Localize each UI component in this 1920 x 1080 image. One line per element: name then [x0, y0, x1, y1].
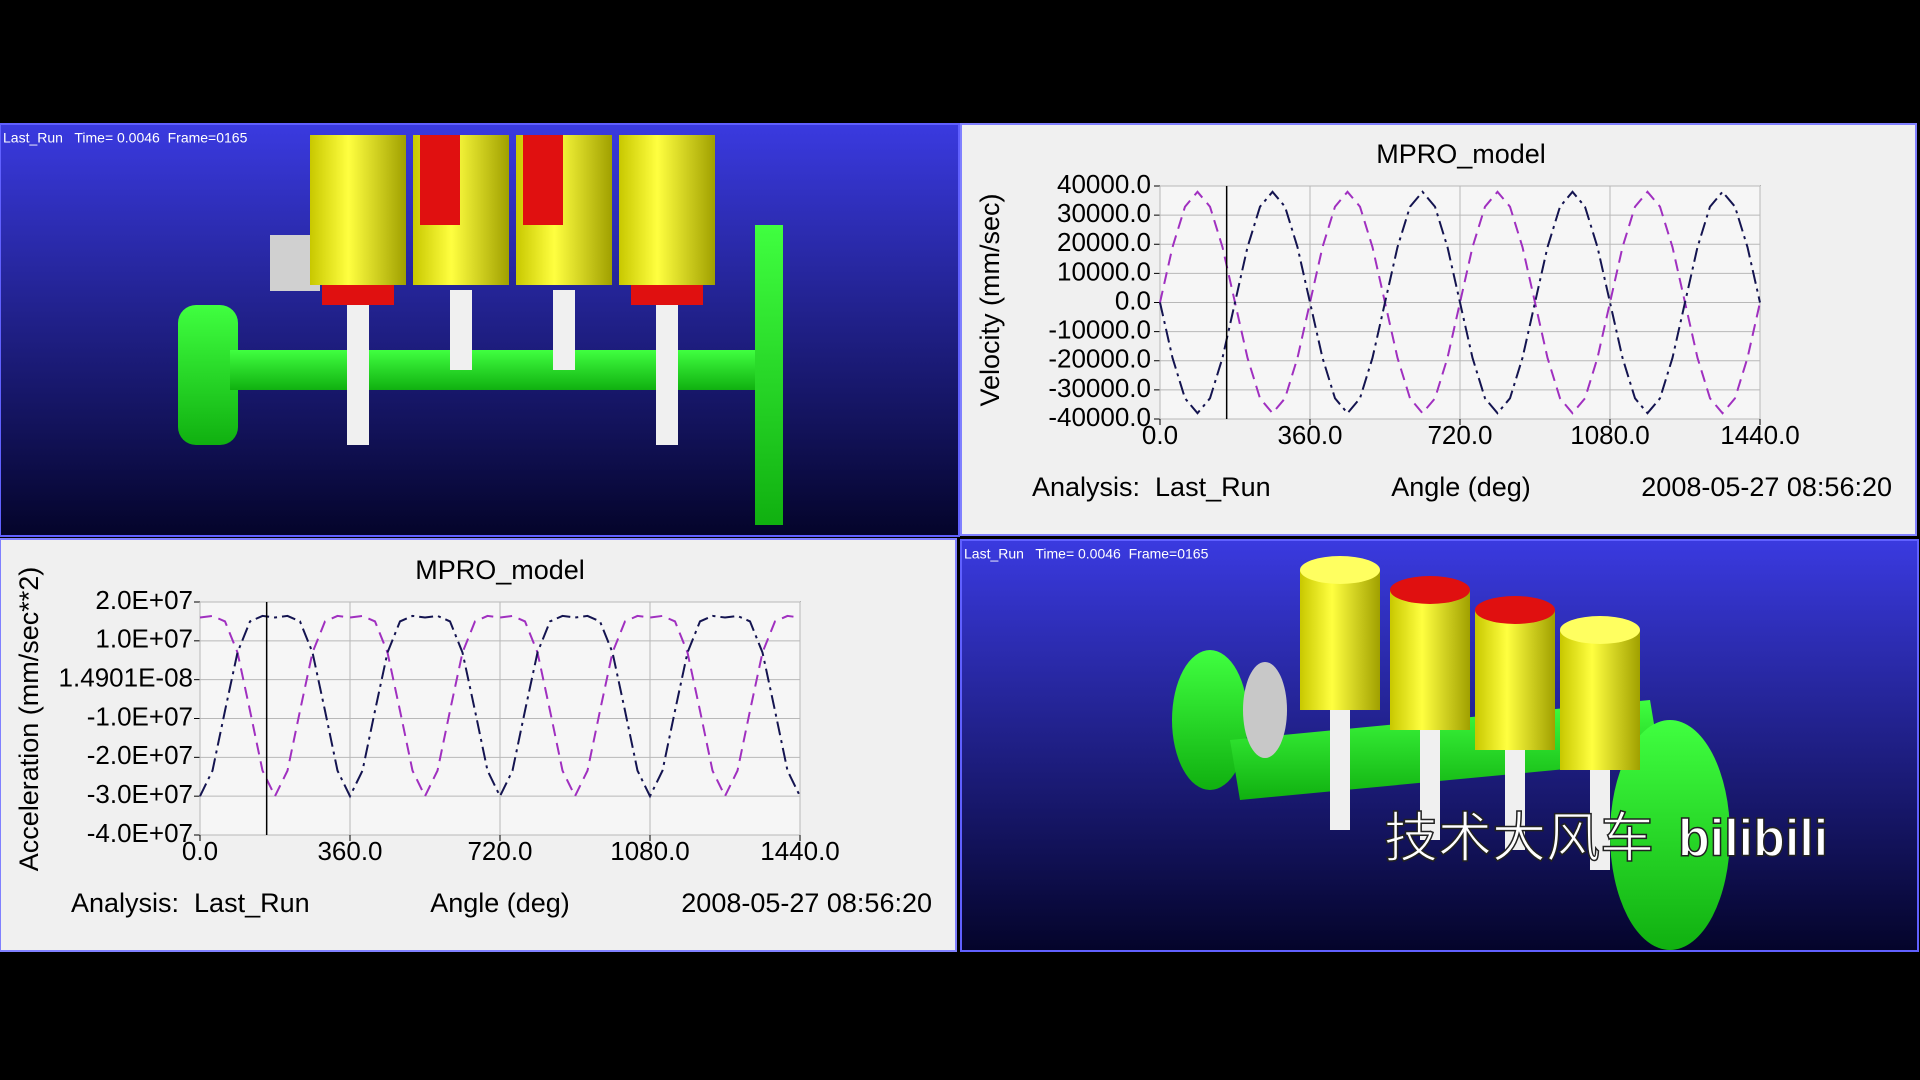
y-tick-label: 30000.0	[1057, 198, 1151, 228]
x-axis-label: Angle (deg)	[430, 888, 570, 918]
x-tick-label: 1440.0	[1720, 420, 1800, 450]
flywheel	[1610, 720, 1730, 950]
y-axis-label: Acceleration (mm/sec**2)	[14, 567, 44, 872]
x-tick-label: 1080.0	[610, 836, 690, 866]
x-tick-label: 720.0	[467, 836, 532, 866]
y-tick-label: 10000.0	[1057, 256, 1151, 286]
x-axis-label: Angle (deg)	[1391, 472, 1531, 502]
x-tick-label: 720.0	[1427, 420, 1492, 450]
y-tick-label: -2.0E+07	[87, 740, 193, 770]
y-tick-label: -10000.0	[1048, 315, 1151, 345]
timestamp: 2008-05-27 08:56:20	[1641, 472, 1892, 502]
x-tick-label: 360.0	[317, 836, 382, 866]
viewport-info: Last_Run Time= 0.0046 Frame=0165	[3, 130, 248, 146]
pulley	[178, 305, 238, 445]
y-tick-label: 40000.0	[1057, 169, 1151, 199]
chart-panel: 40000.030000.020000.010000.00.0-10000.0-…	[960, 123, 1917, 536]
analysis-label: Analysis: Last_Run	[1032, 472, 1271, 502]
viewport-iso: Last_Run Time= 0.0046 Frame=0165 技术大风车 b…	[960, 539, 1919, 952]
x-tick-label: 0.0	[182, 836, 218, 866]
viewport-info: Last_Run Time= 0.0046 Frame=0165	[964, 546, 1209, 562]
x-tick-label: 0.0	[1142, 420, 1178, 450]
gear	[1243, 662, 1287, 758]
watermark-text: 技术大风车	[1384, 808, 1654, 868]
data-line	[199, 614, 801, 799]
y-tick-label: 1.0E+07	[95, 624, 193, 654]
cylinders	[310, 135, 715, 445]
x-tick-label: 1080.0	[1570, 420, 1650, 450]
y-tick-label: -4.0E+07	[87, 818, 193, 848]
y-tick-label: -1.0E+07	[87, 701, 193, 731]
y-axis-label: Velocity (mm/sec)	[975, 193, 1005, 406]
cylinders	[1300, 556, 1640, 870]
y-tick-label: 20000.0	[1057, 227, 1151, 257]
timestamp: 2008-05-27 08:56:20	[681, 888, 932, 918]
viewport-front: Last_Run Time= 0.0046 Frame=0165	[0, 123, 960, 537]
watermark-brand: bilibili	[1678, 810, 1828, 868]
analysis-label: Analysis: Last_Run	[71, 888, 310, 918]
y-tick-label: -30000.0	[1048, 373, 1151, 403]
y-tick-label: 1.4901E-08	[59, 663, 193, 693]
y-tick-label: 2.0E+07	[95, 585, 193, 615]
data-line	[1159, 190, 1761, 415]
y-tick-label: -40000.0	[1048, 402, 1151, 432]
y-tick-label: -20000.0	[1048, 344, 1151, 374]
chart-title: MPRO_model	[1376, 139, 1546, 169]
data-line	[1159, 190, 1761, 415]
crankshaft	[230, 350, 760, 390]
y-tick-label: 0.0	[1115, 285, 1151, 315]
x-tick-label: 1440.0	[760, 836, 840, 866]
flywheel	[755, 225, 783, 525]
data-line	[199, 614, 801, 799]
y-tick-label: -3.0E+07	[87, 779, 193, 809]
pulley	[1172, 650, 1248, 790]
chart-title: MPRO_model	[415, 555, 585, 585]
chart-panel: 2.0E+07 1.0E+07 1.4901E-08 -1.0E+07 -2.0E+07…	[0, 538, 957, 952]
x-tick-label: 360.0	[1277, 420, 1342, 450]
